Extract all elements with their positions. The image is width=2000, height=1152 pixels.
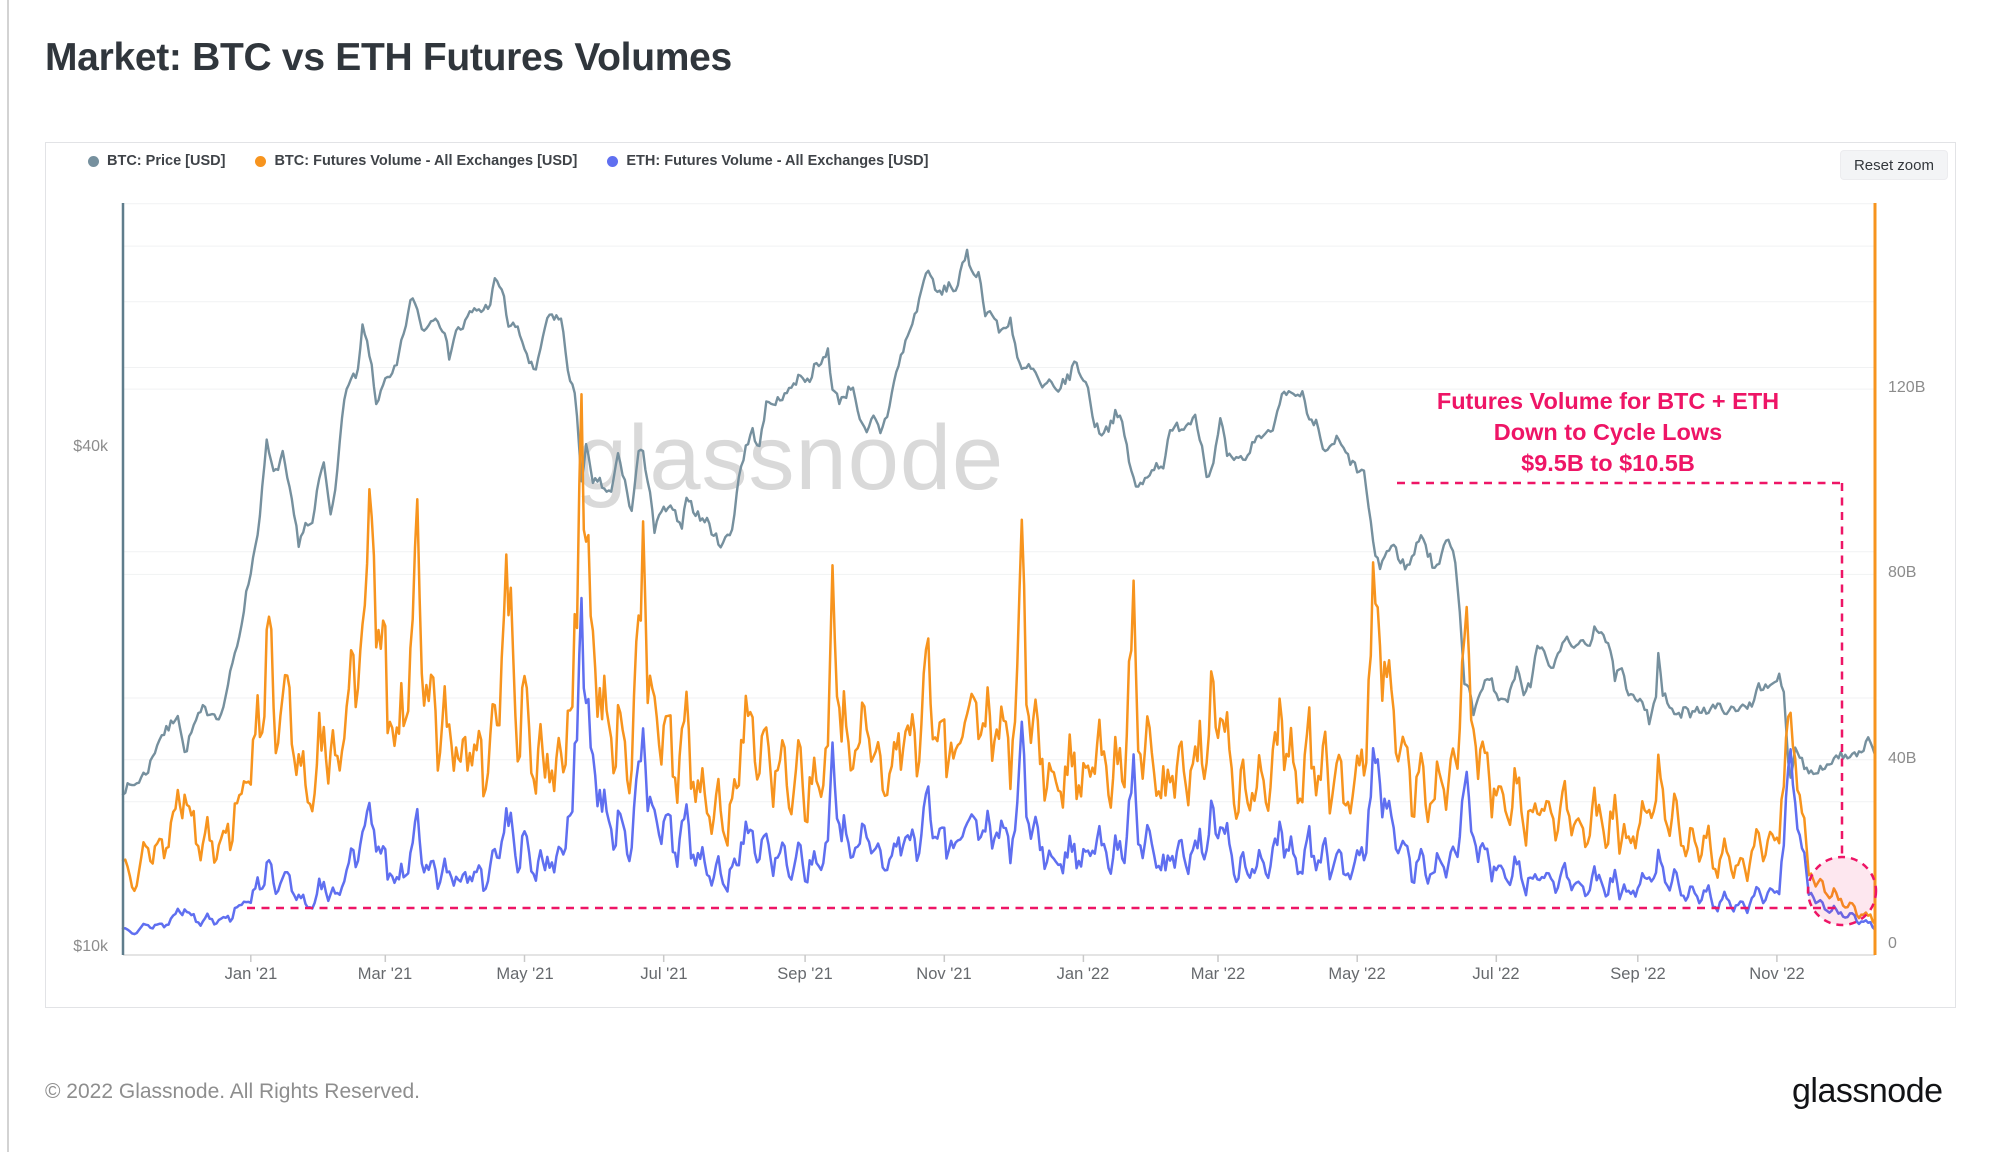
x-axis-label: Jul '21 <box>640 965 688 983</box>
legend-item-btc-price[interactable]: BTC: Price [USD] <box>88 153 225 169</box>
annotation-text: Futures Volume for BTC + ETH Down to Cyc… <box>1398 386 1818 479</box>
legend-item-btc-futures-volume[interactable]: BTC: Futures Volume - All Exchanges [USD… <box>255 153 577 169</box>
legend-swatch-icon <box>607 155 619 167</box>
x-axis-label: Sep '21 <box>777 965 833 983</box>
legend-item-eth-futures-volume[interactable]: ETH: Futures Volume - All Exchanges [USD… <box>607 153 928 169</box>
reset-zoom-button[interactable]: Reset zoom <box>1839 150 1948 180</box>
y-axis-left-label: $10k <box>73 938 108 955</box>
legend-label: ETH: Futures Volume - All Exchanges [USD… <box>626 153 929 169</box>
y-axis-right-label: 80B <box>1888 564 1917 581</box>
x-axis-label: Nov '21 <box>916 965 972 983</box>
x-axis-label: Jul '22 <box>1472 965 1520 983</box>
x-axis-label: Sep '22 <box>1610 965 1666 983</box>
x-axis-label: Jan '21 <box>224 965 278 983</box>
page-title: Market: BTC vs ETH Futures Volumes <box>45 36 732 79</box>
annotation-line-2: Down to Cycle Lows <box>1493 419 1723 445</box>
x-axis-label: Nov '22 <box>1749 965 1805 983</box>
legend-label: BTC: Futures Volume - All Exchanges [USD… <box>274 153 578 169</box>
y-axis-right-label: 120B <box>1888 379 1926 396</box>
y-axis-right-label: 40B <box>1888 750 1917 767</box>
glassnode-logo: glassnode <box>1792 1072 1943 1110</box>
x-axis-label: May '21 <box>496 965 554 983</box>
copyright-text: © 2022 Glassnode. All Rights Reserved. <box>45 1080 421 1103</box>
page-left-border <box>7 0 9 1152</box>
annotation-line-3: $9.5B to $10.5B <box>1521 450 1695 476</box>
legend-swatch-icon <box>255 155 267 167</box>
y-axis-left-label: $40k <box>73 438 108 455</box>
x-axis-label: May '22 <box>1328 965 1386 983</box>
annotation-line-1: Futures Volume for BTC + ETH <box>1436 388 1780 414</box>
chart-legend: BTC: Price [USD] BTC: Futures Volume - A… <box>88 153 928 169</box>
x-axis-label: Mar '22 <box>1190 965 1246 983</box>
legend-swatch-icon <box>88 155 99 167</box>
x-axis-label: Mar '21 <box>357 965 413 983</box>
y-axis-right-label: 0 <box>1888 935 1897 952</box>
legend-label: BTC: Price [USD] <box>107 153 226 169</box>
x-axis-label: Jan '22 <box>1056 965 1110 983</box>
plot-area[interactable] <box>123 203 1875 955</box>
